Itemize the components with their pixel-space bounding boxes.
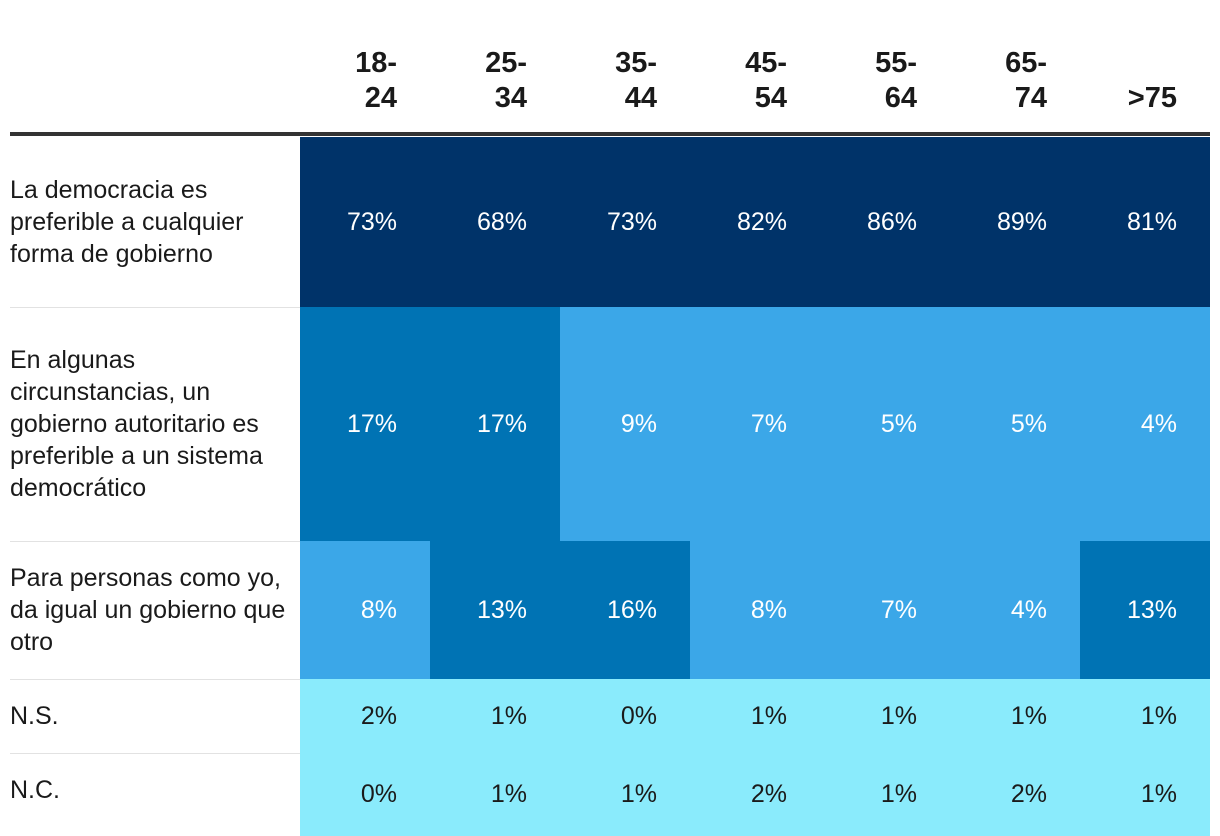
heatmap-cell: 1% <box>430 679 560 754</box>
column-header-line1: 45- <box>745 47 787 79</box>
heatmap-cell: 1% <box>560 753 690 836</box>
heatmap-cell: 1% <box>1080 753 1210 836</box>
heatmap-cell: 1% <box>820 679 950 754</box>
heatmap-cell: 5% <box>820 307 950 542</box>
heatmap-cell: 7% <box>820 541 950 680</box>
heatmap-cell: 68% <box>430 137 560 308</box>
heatmap-cell: 81% <box>1080 137 1210 308</box>
column-header: >75 <box>1057 46 1177 116</box>
heatmap-cell: 2% <box>690 753 820 836</box>
row-separator <box>10 541 300 542</box>
column-header: 45- 54 <box>667 46 787 116</box>
heatmap-cell: 4% <box>1080 307 1210 542</box>
column-header: 55- 64 <box>797 46 917 116</box>
column-header: 65- 74 <box>927 46 1047 116</box>
heatmap-cell: 17% <box>300 307 430 542</box>
column-header-line1: 55- <box>875 47 917 79</box>
column-header-line1: 18- <box>355 47 397 79</box>
row-label: La democracia es preferible a cualquier … <box>10 176 244 268</box>
heatmap-cell: 73% <box>300 137 430 308</box>
row-separator <box>10 753 300 754</box>
heatmap-cell: 8% <box>690 541 820 680</box>
heatmap-cell: 1% <box>950 679 1080 754</box>
heatmap-cell: 86% <box>820 137 950 308</box>
heatmap-cell: 0% <box>300 753 430 836</box>
row-separator <box>10 679 300 680</box>
heatmap-cell: 2% <box>300 679 430 754</box>
heatmap-cell: 9% <box>560 307 690 542</box>
heatmap-cell: 0% <box>560 679 690 754</box>
column-header: 25- 34 <box>407 46 527 116</box>
column-header-line2: 74 <box>1014 82 1047 114</box>
heatmap-cell: 5% <box>950 307 1080 542</box>
row-label: En algunas circunstancias, un gobierno a… <box>10 346 263 502</box>
column-header-line2: >75 <box>1127 82 1177 114</box>
column-header: 35- 44 <box>537 46 657 116</box>
heatmap-cell: 16% <box>560 541 690 680</box>
column-header-line2: 54 <box>754 82 787 114</box>
column-header-line2: 64 <box>884 82 917 114</box>
heatmap-cell: 82% <box>690 137 820 308</box>
heatmap-cell: 1% <box>820 753 950 836</box>
heatmap-cell: 7% <box>690 307 820 542</box>
heatmap-cell: 17% <box>430 307 560 542</box>
column-header-line1: 65- <box>1005 47 1047 79</box>
heatmap-cell: 1% <box>690 679 820 754</box>
column-header-line2: 34 <box>494 82 527 114</box>
column-header-line2: 24 <box>364 82 397 114</box>
heatmap-cell: 89% <box>950 137 1080 308</box>
header-rule <box>10 132 1210 136</box>
row-label: N.S. <box>10 702 59 730</box>
heatmap-cell: 13% <box>430 541 560 680</box>
column-header-line2: 44 <box>624 82 657 114</box>
heatmap-cell: 4% <box>950 541 1080 680</box>
column-header-line1: 25- <box>485 47 527 79</box>
heatmap-cell: 8% <box>300 541 430 680</box>
row-label: N.C. <box>10 776 60 804</box>
heatmap-cell: 1% <box>430 753 560 836</box>
column-header-line1: 35- <box>615 47 657 79</box>
row-label: Para personas como yo, da igual un gobie… <box>10 564 286 656</box>
column-header: 18- 24 <box>277 46 397 116</box>
heatmap-cell: 1% <box>1080 679 1210 754</box>
heatmap-cell: 73% <box>560 137 690 308</box>
heatmap-cell: 2% <box>950 753 1080 836</box>
column-header-line1 <box>1057 46 1177 81</box>
heatmap-cell: 13% <box>1080 541 1210 680</box>
row-separator <box>10 307 300 308</box>
